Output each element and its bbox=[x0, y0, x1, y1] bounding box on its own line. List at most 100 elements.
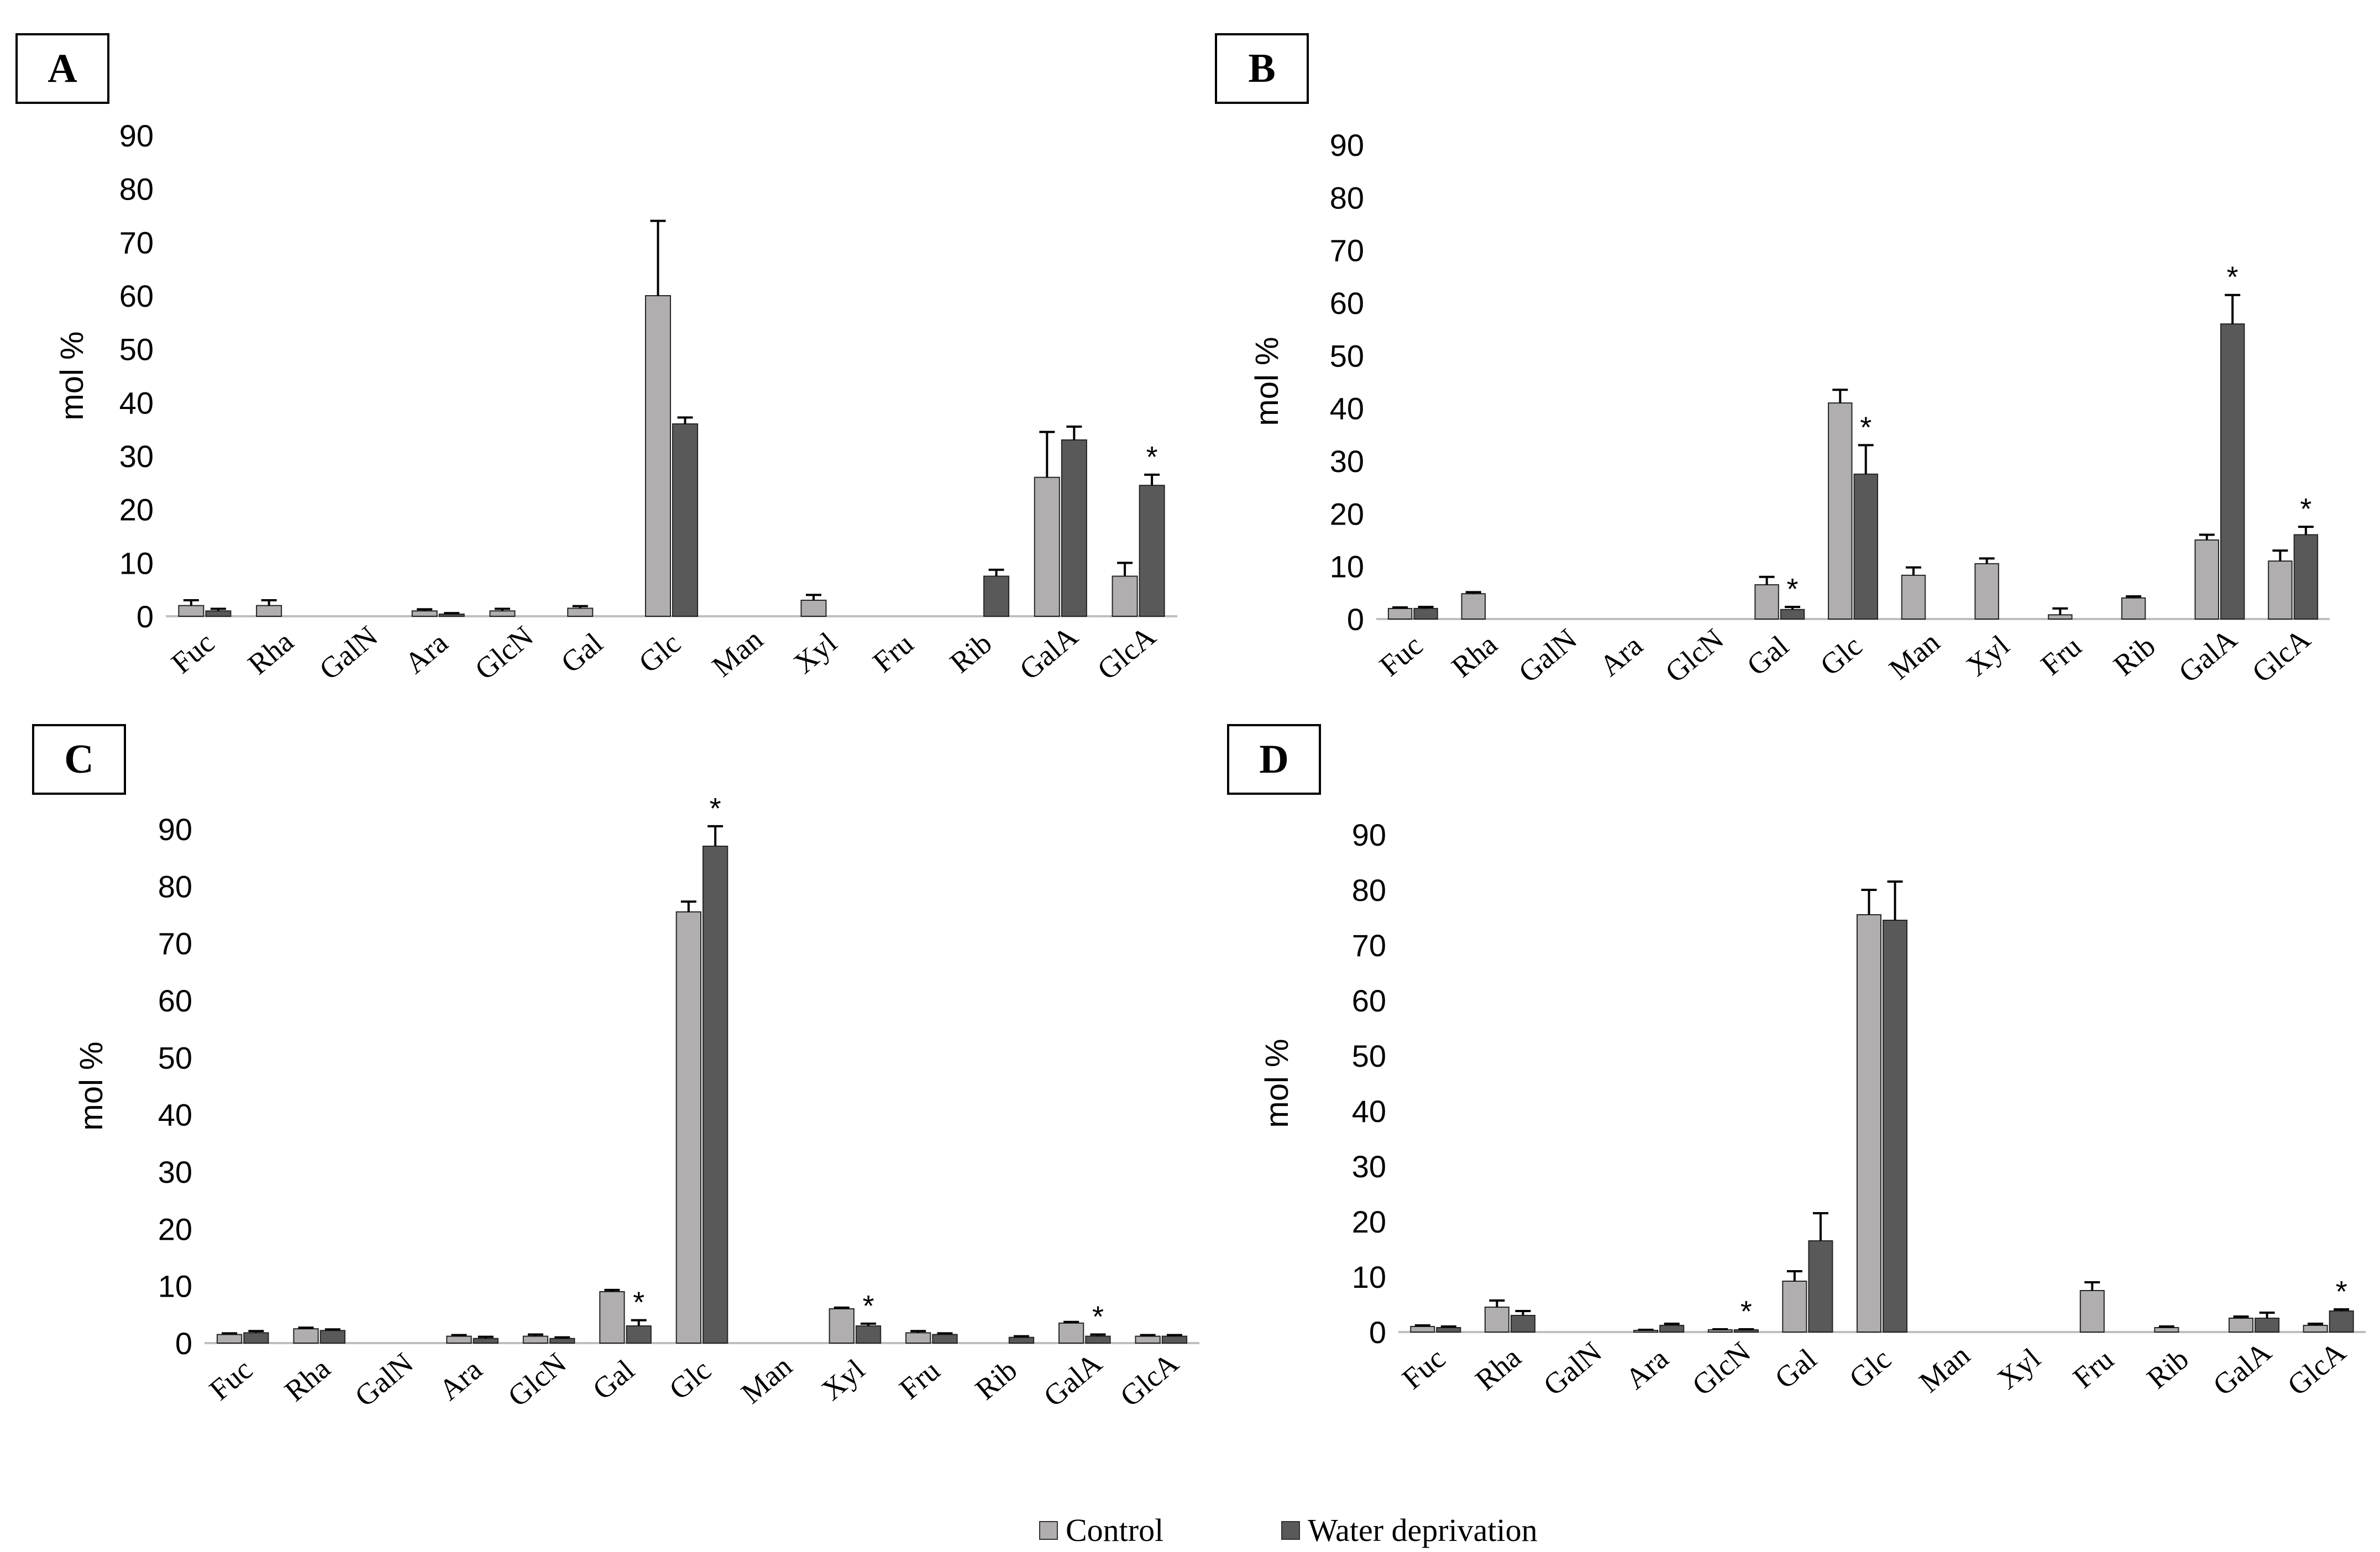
bar-control-gala bbox=[1058, 1322, 1084, 1344]
x-tick-label: Xyl bbox=[788, 626, 843, 680]
y-tick-label: 20 bbox=[1352, 1204, 1386, 1239]
bar-control-fuc bbox=[178, 605, 205, 617]
bar-water-deprivation-glc bbox=[1883, 920, 1908, 1333]
bar-control-glcn bbox=[489, 610, 516, 617]
x-tick-label: Gal bbox=[1769, 1342, 1823, 1395]
x-tick-label: GalA bbox=[2206, 1335, 2277, 1402]
x-tick-label: Rib bbox=[2108, 629, 2162, 682]
y-tick-label: 0 bbox=[1347, 602, 1364, 637]
x-tick-label: Glc bbox=[632, 626, 686, 679]
x-tick-label: Fru bbox=[2067, 1343, 2120, 1394]
bar-water-deprivation-glca bbox=[1161, 1335, 1188, 1344]
y-tick-label: 40 bbox=[119, 385, 154, 420]
bar-control-gala bbox=[2194, 539, 2219, 620]
bar-control-xyl bbox=[800, 600, 827, 617]
bar-control-gala bbox=[2229, 1318, 2254, 1333]
y-tick-label: 50 bbox=[158, 1040, 192, 1075]
x-tick-label: Ara bbox=[1593, 628, 1649, 683]
x-tick-label: GlcN bbox=[469, 620, 539, 686]
x-tick-label: Glc bbox=[1843, 1342, 1897, 1395]
bar-control-gal bbox=[567, 607, 594, 617]
x-tick-label: Gal bbox=[586, 1353, 641, 1406]
significance-marker: * bbox=[1146, 441, 1158, 474]
x-tick-label: Xyl bbox=[1991, 1341, 2047, 1396]
y-axis-title: mol % bbox=[1259, 1039, 1295, 1128]
y-tick-label: 80 bbox=[1352, 873, 1386, 908]
bar-water-deprivation-glca bbox=[2293, 534, 2319, 620]
x-tick-label: Rib bbox=[943, 626, 998, 679]
bar-water-deprivation-rib bbox=[983, 575, 1010, 617]
y-tick-label: 70 bbox=[119, 225, 154, 260]
bar-control-gal bbox=[599, 1291, 625, 1344]
bar-control-man bbox=[1901, 574, 1926, 620]
y-axis-title: mol % bbox=[54, 331, 90, 420]
x-tick-label: GalA bbox=[1037, 1346, 1108, 1413]
x-tick-label: Xyl bbox=[1960, 628, 2016, 683]
bar-control-fuc bbox=[1410, 1326, 1435, 1333]
x-tick-label: GlcA bbox=[1091, 620, 1162, 686]
x-tick-label: GalN bbox=[348, 1346, 419, 1413]
bar-water-deprivation-glcn bbox=[549, 1338, 575, 1344]
x-tick-label: GalN bbox=[313, 620, 384, 686]
bar-control-glc bbox=[1856, 914, 1882, 1333]
bar-control-fru bbox=[2079, 1290, 2105, 1333]
x-tick-label: Fuc bbox=[1373, 628, 1429, 683]
y-tick-label: 30 bbox=[1330, 444, 1364, 479]
y-axis-title: mol % bbox=[1249, 337, 1285, 426]
x-tick-label: GalN bbox=[1537, 1335, 1608, 1402]
bar-water-deprivation-fuc bbox=[205, 610, 232, 617]
y-tick-label: 90 bbox=[158, 812, 192, 847]
bar-control-fru bbox=[905, 1332, 931, 1344]
legend-item-control: Control bbox=[1039, 1512, 1163, 1549]
bar-control-rha bbox=[256, 605, 282, 617]
x-tick-label: GlcN bbox=[1659, 622, 1729, 689]
bar-water-deprivation-gal bbox=[1780, 609, 1805, 620]
significance-marker: * bbox=[1741, 1295, 1752, 1328]
bar-control-xyl bbox=[829, 1308, 855, 1344]
panel-label-a: A bbox=[15, 33, 109, 104]
x-tick-label: Fuc bbox=[1396, 1341, 1451, 1396]
x-tick-label: Glc bbox=[1814, 629, 1868, 682]
y-tick-label: 0 bbox=[137, 599, 154, 634]
y-tick-label: 40 bbox=[1352, 1094, 1386, 1129]
x-tick-label: Fru bbox=[2035, 630, 2088, 681]
bar-control-rib bbox=[2121, 597, 2146, 620]
bar-control-glca bbox=[1112, 575, 1138, 617]
x-tick-label: GlcA bbox=[2281, 1335, 2352, 1402]
bar-control-glc bbox=[675, 911, 701, 1344]
bar-control-fuc bbox=[1387, 607, 1413, 620]
x-tick-label: Glc bbox=[663, 1353, 717, 1406]
panel-label-d: D bbox=[1227, 724, 1321, 795]
x-tick-label: GlcA bbox=[1114, 1346, 1184, 1413]
x-tick-label: Xyl bbox=[815, 1352, 871, 1407]
bar-water-deprivation-glca bbox=[1139, 485, 1165, 617]
bar-control-glc bbox=[644, 295, 672, 617]
bar-control-rha bbox=[1484, 1307, 1509, 1333]
bar-water-deprivation-gala bbox=[1085, 1335, 1111, 1344]
x-tick-label: Rha bbox=[1445, 627, 1503, 684]
x-tick-label: Gal bbox=[1741, 629, 1795, 682]
y-tick-label: 50 bbox=[1352, 1039, 1386, 1073]
x-tick-label: Rib bbox=[2141, 1342, 2195, 1395]
bar-water-deprivation-fuc bbox=[1413, 607, 1438, 620]
y-tick-label: 10 bbox=[158, 1269, 192, 1304]
bar-control-glca bbox=[1135, 1335, 1161, 1344]
y-tick-label: 30 bbox=[1352, 1149, 1386, 1184]
bar-water-deprivation-gal bbox=[626, 1325, 652, 1344]
legend-swatch-water-deprivation bbox=[1281, 1520, 1300, 1540]
y-tick-label: 60 bbox=[1352, 983, 1386, 1018]
bar-water-deprivation-glca bbox=[2329, 1310, 2354, 1333]
y-tick-label: 40 bbox=[1330, 391, 1364, 426]
panel-label-c: C bbox=[32, 724, 126, 795]
y-tick-label: 90 bbox=[119, 118, 154, 153]
bar-water-deprivation-fuc bbox=[243, 1332, 269, 1344]
x-tick-label: Man bbox=[706, 622, 769, 683]
bar-water-deprivation-fru bbox=[932, 1334, 958, 1344]
significance-marker: * bbox=[1860, 411, 1872, 444]
bar-control-rha bbox=[293, 1328, 319, 1344]
x-tick-label: Ara bbox=[433, 1352, 489, 1407]
bar-control-gal bbox=[1782, 1281, 1807, 1333]
bar-control-gal bbox=[1754, 584, 1779, 620]
x-tick-label: Fuc bbox=[165, 626, 221, 680]
y-tick-label: 20 bbox=[119, 492, 154, 527]
